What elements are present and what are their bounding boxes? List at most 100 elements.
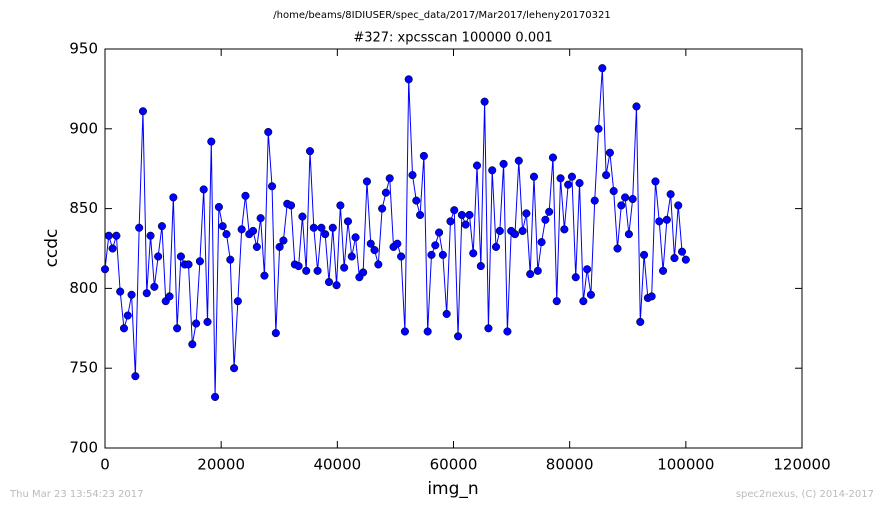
data-point — [336, 201, 345, 210]
data-point — [526, 269, 535, 279]
data-point — [275, 242, 284, 251]
data-point — [393, 239, 402, 248]
data-point — [321, 230, 330, 239]
data-point — [199, 185, 208, 194]
y-tick-label: 700 — [69, 439, 98, 457]
data-point — [218, 222, 227, 231]
x-tick-label: 80000 — [546, 456, 594, 474]
data-point — [419, 151, 428, 160]
data-point — [359, 268, 368, 277]
data-point — [564, 180, 573, 189]
chart-title: #327: xpcsscan 100000 0.001 — [353, 31, 552, 46]
data-point — [575, 179, 584, 188]
plot-frame — [104, 48, 803, 449]
data-point — [150, 282, 159, 291]
data-point — [613, 244, 622, 253]
data-point — [431, 241, 440, 250]
data-point — [127, 290, 136, 299]
data-point — [457, 210, 466, 220]
data-point — [571, 273, 580, 282]
data-point — [370, 246, 379, 255]
data-point — [264, 127, 273, 137]
data-point — [138, 107, 148, 116]
data-point — [378, 204, 387, 213]
data-point — [362, 177, 371, 186]
data-point — [271, 329, 280, 338]
data-point — [461, 220, 470, 229]
data-point — [108, 244, 117, 253]
data-point — [510, 230, 520, 239]
x-tick-label: 100000 — [657, 456, 714, 474]
data-point — [214, 202, 223, 212]
data-point — [135, 223, 144, 232]
data-point — [655, 217, 664, 226]
data-point — [579, 297, 588, 306]
data-point — [184, 260, 193, 269]
data-point — [480, 97, 489, 106]
data-point — [636, 317, 645, 326]
data-point — [207, 137, 216, 146]
data-point — [541, 215, 550, 224]
data-point — [169, 193, 178, 202]
data-point — [446, 217, 455, 226]
data-point — [552, 297, 561, 306]
data-point — [465, 210, 474, 220]
data-point — [484, 324, 493, 333]
data-point — [104, 231, 113, 240]
data-point — [647, 292, 656, 301]
data-point — [381, 188, 390, 197]
data-point — [241, 191, 250, 200]
data-point — [677, 247, 687, 256]
y-tick-label: 800 — [69, 279, 98, 297]
data-point — [324, 277, 334, 287]
data-point — [416, 210, 425, 220]
data-point — [499, 159, 508, 168]
data-point — [404, 75, 413, 84]
y-axis-label: ccdc — [42, 229, 62, 268]
data-point — [594, 124, 603, 133]
x-tick-label: 40000 — [313, 456, 361, 474]
data-point — [556, 174, 565, 183]
data-point — [279, 236, 288, 245]
data-point — [222, 230, 231, 239]
data-point — [302, 266, 311, 275]
data-point — [176, 252, 185, 261]
data-point — [226, 255, 235, 264]
data-point — [142, 289, 151, 298]
data-point — [476, 262, 485, 271]
data-point — [586, 290, 595, 299]
data-point — [230, 364, 239, 373]
data-point — [211, 392, 220, 401]
data-point — [123, 311, 132, 320]
data-point — [267, 182, 277, 191]
data-point — [423, 327, 432, 336]
data-point — [351, 233, 360, 242]
footer-right: spec2nexus, (C) 2014-2017 — [736, 489, 874, 500]
data-point — [545, 207, 554, 216]
data-point — [491, 242, 501, 251]
data-point — [621, 193, 630, 202]
data-point — [340, 263, 349, 272]
data-point — [602, 171, 611, 180]
data-point — [112, 231, 121, 240]
data-point — [309, 223, 318, 232]
data-point — [548, 153, 558, 162]
data-point — [195, 257, 204, 266]
x-tick-label: 60000 — [430, 456, 478, 474]
data-point — [514, 156, 523, 165]
data-point — [503, 327, 512, 336]
data-point — [260, 271, 269, 280]
data-point — [328, 223, 337, 232]
data-point — [488, 166, 497, 175]
data-point — [609, 186, 618, 196]
data-point — [400, 327, 409, 336]
data-point — [469, 249, 478, 258]
data-point — [305, 147, 315, 156]
footer-left: Thu Mar 23 13:54:23 2017 — [9, 489, 143, 500]
data-point — [472, 161, 482, 170]
data-point — [116, 287, 125, 296]
data-point — [442, 309, 451, 318]
data-point — [157, 222, 166, 231]
